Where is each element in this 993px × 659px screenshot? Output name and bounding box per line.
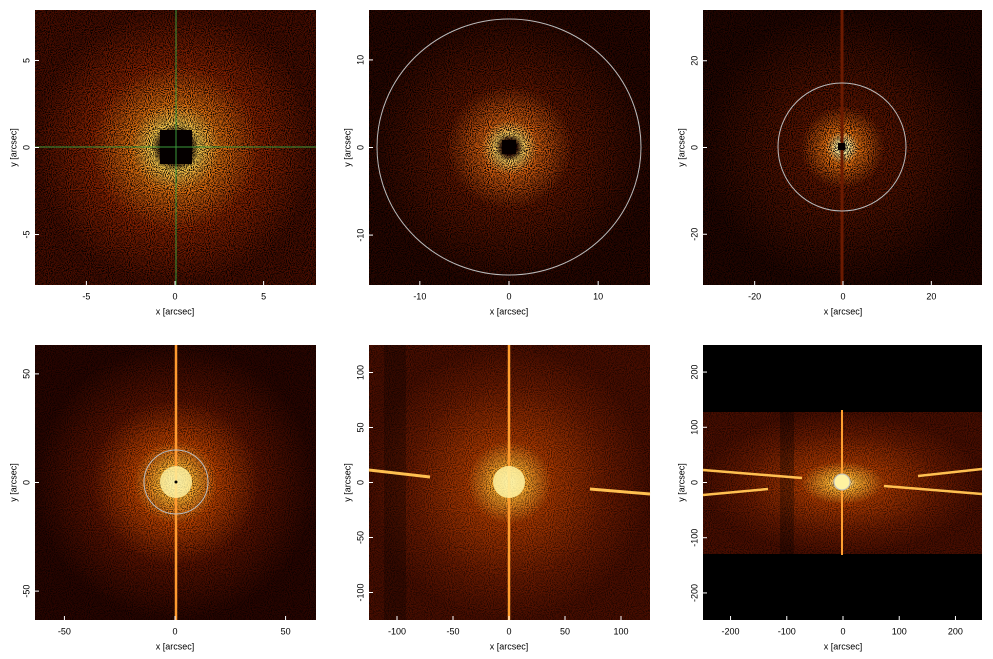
image-panel-5 — [368, 345, 651, 620]
x-tick-label: 10 — [593, 291, 603, 301]
x-tick-label: 20 — [926, 291, 936, 301]
y-tick-label: 100 — [689, 420, 699, 435]
y-tick-label: 0 — [21, 145, 31, 150]
y-axis-label: y [arcsec] — [676, 463, 686, 502]
y-tick-label: 200 — [689, 365, 699, 380]
y-tick-label: -100 — [689, 529, 699, 547]
x-tick-label: -10 — [413, 291, 426, 301]
y-tick-label: 100 — [355, 365, 365, 380]
x-tick-label: 100 — [892, 626, 907, 636]
y-tick-label: 20 — [689, 56, 699, 66]
y-tick-label: -200 — [689, 584, 699, 602]
x-tick-label: -50 — [58, 626, 71, 636]
x-tick-label: 200 — [948, 626, 963, 636]
x-tick-label: 50 — [281, 626, 291, 636]
x-tick-label: 50 — [560, 626, 570, 636]
y-tick-label: -10 — [355, 229, 365, 242]
x-tick-label: -100 — [388, 626, 406, 636]
y-tick-label: 0 — [355, 480, 365, 485]
x-axis-label: x [arcsec] — [156, 306, 195, 316]
y-tick-label: -5 — [21, 231, 31, 239]
y-axis-label: y [arcsec] — [342, 463, 352, 502]
x-axis-label: x [arcsec] — [490, 306, 529, 316]
x-tick-label: -200 — [722, 626, 740, 636]
y-axis-label: y [arcsec] — [676, 128, 686, 167]
x-axis-label: x [arcsec] — [824, 641, 863, 651]
x-axis-label: x [arcsec] — [824, 306, 863, 316]
x-tick-label: 0 — [506, 626, 511, 636]
x-tick-label: -5 — [82, 291, 90, 301]
y-tick-label: 50 — [21, 369, 31, 379]
y-axis-label: y [arcsec] — [8, 463, 18, 502]
x-axis-label: x [arcsec] — [490, 641, 529, 651]
image-panel-4 — [35, 345, 316, 620]
x-tick-label: -20 — [748, 291, 761, 301]
y-tick-label: 10 — [355, 55, 365, 65]
y-tick-label: 50 — [355, 422, 365, 432]
y-tick-label: 0 — [355, 145, 365, 150]
image-panel-6 — [702, 345, 983, 620]
y-tick-label: 0 — [21, 480, 31, 485]
y-tick-label: -50 — [355, 531, 365, 544]
image-panel-1 — [35, 10, 316, 285]
x-tick-label: 0 — [840, 291, 845, 301]
y-axis-label: y [arcsec] — [342, 128, 352, 167]
y-tick-label: 0 — [689, 145, 699, 150]
image-panel-3 — [703, 10, 982, 285]
x-tick-label: 0 — [172, 291, 177, 301]
x-tick-label: 0 — [506, 291, 511, 301]
y-tick-label: -50 — [21, 585, 31, 598]
y-tick-label: 5 — [21, 58, 31, 63]
x-tick-label: 100 — [613, 626, 628, 636]
x-tick-label: -50 — [446, 626, 459, 636]
x-tick-label: 0 — [172, 626, 177, 636]
x-tick-label: 5 — [261, 291, 266, 301]
y-tick-label: -20 — [689, 228, 699, 241]
y-axis-label: y [arcsec] — [8, 128, 18, 167]
image-panel-2 — [369, 10, 650, 285]
x-axis-label: x [arcsec] — [156, 641, 195, 651]
x-tick-label: -100 — [778, 626, 796, 636]
x-tick-label: 0 — [840, 626, 845, 636]
y-tick-label: 0 — [689, 480, 699, 485]
y-tick-label: -100 — [355, 583, 365, 601]
